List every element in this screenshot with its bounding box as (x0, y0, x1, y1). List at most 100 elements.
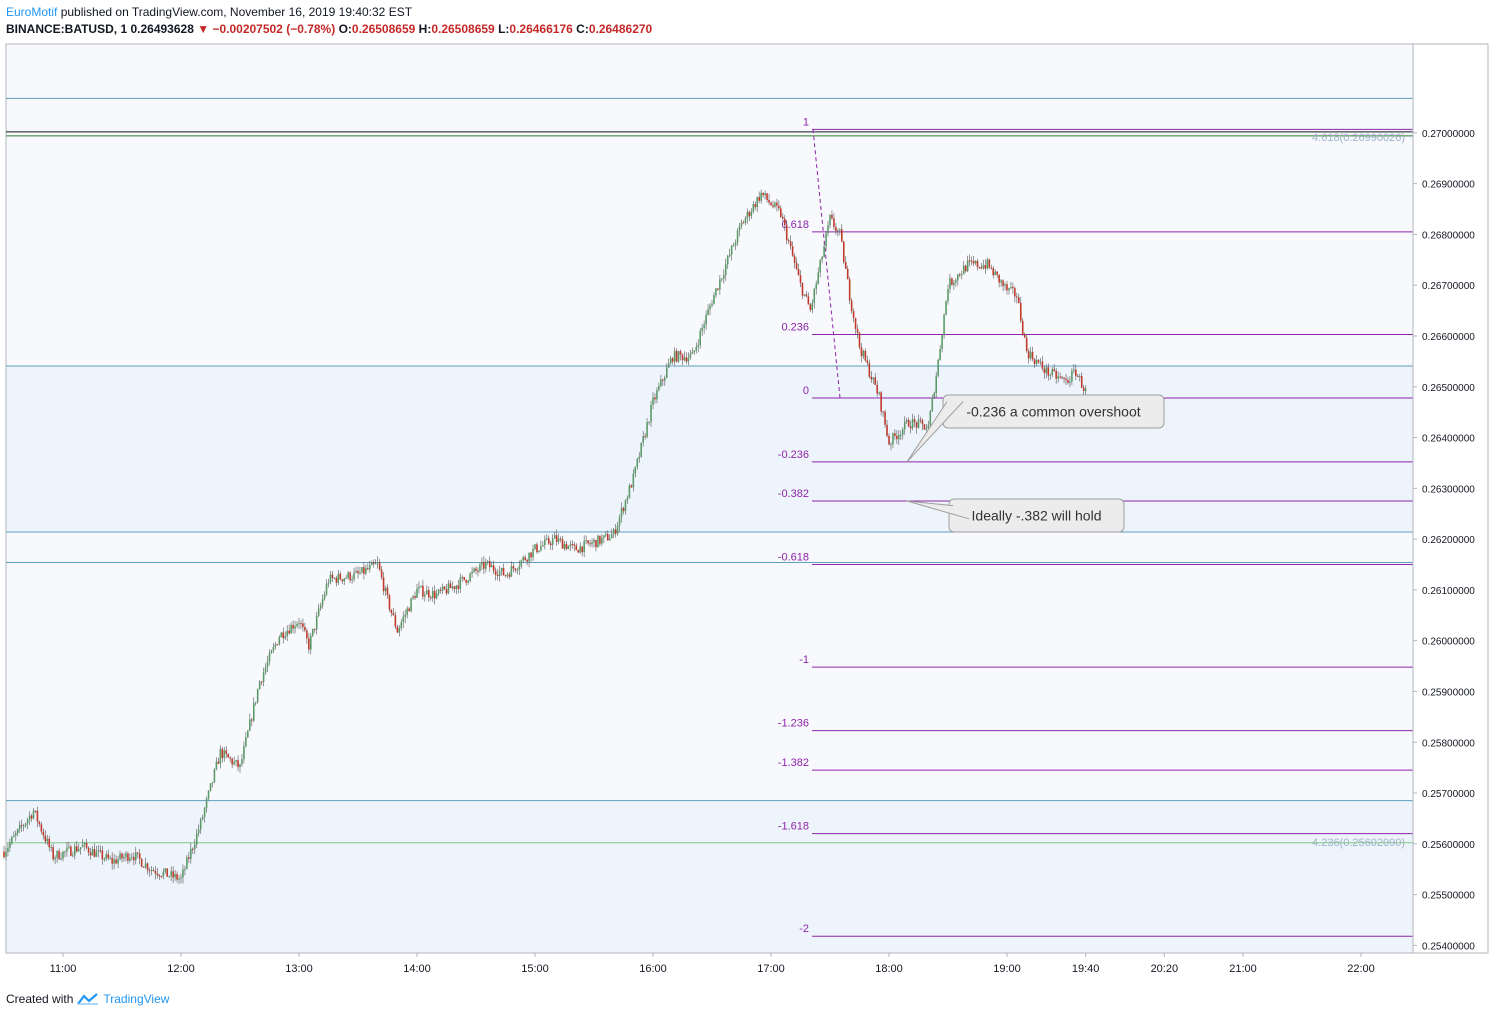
candle (475, 566, 477, 575)
candle-body (852, 311, 855, 318)
candle (900, 430, 902, 440)
candle-body (81, 844, 84, 848)
candle (880, 391, 882, 416)
candle-body (715, 288, 717, 296)
candle-body (483, 561, 485, 569)
candle-body (28, 815, 31, 820)
candle (667, 358, 670, 368)
y-tick-label: 0.26800000 (1422, 230, 1475, 241)
candle-body (608, 538, 611, 541)
candle-body (481, 561, 483, 565)
candle (1023, 332, 1026, 338)
candle-body (463, 576, 465, 580)
candle-body (384, 587, 387, 592)
candle-body (890, 443, 892, 445)
close-label: C: (576, 22, 589, 36)
candle-body (683, 357, 686, 361)
candle (622, 506, 625, 515)
candle (168, 875, 170, 879)
candle (874, 373, 877, 385)
candle-body (662, 379, 664, 381)
candle (516, 567, 519, 575)
candle-body (331, 574, 334, 578)
candle (1031, 346, 1034, 362)
candle-body (7, 847, 9, 852)
candle-body (923, 424, 926, 430)
candle (302, 618, 304, 632)
candle-body (1055, 370, 1057, 379)
candle-body (780, 208, 782, 217)
y-tick-label: 0.25800000 (1422, 738, 1475, 749)
candle-body (85, 842, 88, 848)
candle (919, 416, 922, 424)
candle-body (911, 419, 914, 429)
candle (823, 241, 825, 258)
candle-body (626, 497, 629, 501)
candle-body (156, 873, 159, 876)
candle-body (502, 567, 505, 576)
candle (601, 534, 603, 547)
candle (254, 701, 257, 706)
fib-level-label: -0.618 (778, 552, 809, 564)
candle (280, 631, 283, 638)
candle-body (829, 214, 831, 226)
candle (1065, 373, 1067, 385)
author-link[interactable]: EuroMotif (6, 5, 58, 19)
candle (534, 544, 536, 551)
candle (32, 808, 35, 820)
candle-body (119, 853, 121, 860)
candle (138, 849, 141, 865)
candle-body (129, 858, 131, 861)
candle (957, 273, 959, 286)
footer-brand[interactable]: TradingView (103, 992, 170, 1006)
candle (481, 557, 483, 571)
candle-body (1047, 367, 1050, 376)
publish-info: EuroMotif published on TradingView.com, … (6, 5, 412, 19)
y-tick-label: 0.26600000 (1422, 332, 1475, 343)
candle (148, 867, 151, 877)
candle-body (87, 847, 90, 853)
candle-body (900, 434, 902, 436)
candle-body (504, 575, 507, 577)
candle-body (744, 218, 747, 223)
candle-body (433, 590, 436, 599)
candle (469, 572, 471, 583)
candle (898, 430, 900, 445)
candle-body (296, 623, 298, 627)
candle-body (797, 268, 800, 276)
candle-body (237, 760, 239, 768)
candle (95, 845, 98, 858)
candle (327, 578, 330, 588)
candle (117, 855, 119, 869)
candle-body (809, 304, 812, 310)
candle (949, 273, 951, 294)
candle (862, 349, 865, 360)
candle-body (813, 288, 816, 303)
candle-body (496, 574, 499, 577)
candle (772, 200, 774, 209)
candle-body (1031, 351, 1034, 360)
candle (756, 196, 759, 213)
y-tick-label: 0.25500000 (1422, 891, 1475, 902)
candle-body (91, 849, 94, 856)
candle-body (256, 689, 259, 702)
candle (986, 257, 989, 270)
candle-body (555, 535, 558, 542)
x-tick-label: 22:00 (1347, 963, 1375, 975)
price-chart[interactable]: 1 0.618 0.236 0 -0.236 -0.382 -0.618 -1 -1.236 -1… (0, 0, 1494, 990)
candle (844, 256, 847, 269)
candle-body (542, 545, 544, 547)
candle (992, 266, 995, 279)
candle-body (131, 856, 133, 859)
candle (205, 796, 208, 813)
candle-body (461, 576, 464, 578)
candle (563, 541, 566, 551)
x-tick-label: 20:20 (1151, 963, 1179, 975)
candle (264, 663, 267, 675)
candle-body (758, 197, 760, 201)
candle (707, 304, 709, 316)
candle-body (642, 436, 644, 443)
candle-body (638, 456, 641, 459)
candle-body (42, 831, 45, 836)
zone-band (6, 800, 1413, 953)
